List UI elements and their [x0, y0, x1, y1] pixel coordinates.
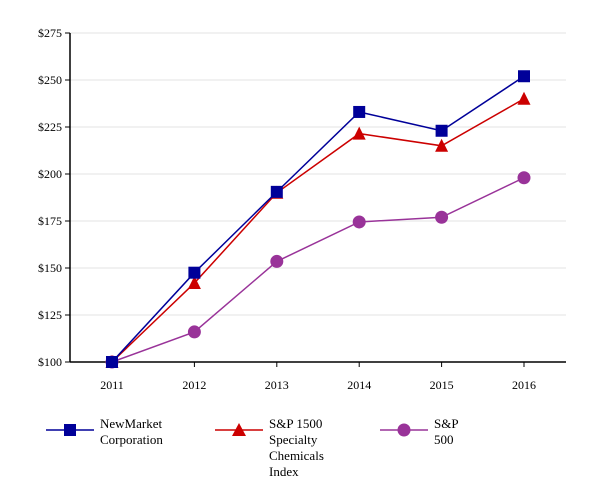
- x-tick-label: 2016: [512, 378, 536, 392]
- legend-label: S&P 500: [434, 416, 459, 447]
- data-point-circle: [352, 215, 366, 229]
- x-tick-label: 2012: [182, 378, 206, 392]
- circle-marker-icon: [380, 423, 428, 437]
- y-tick-label: $250: [38, 73, 62, 87]
- square-marker-icon: [46, 424, 94, 436]
- y-tick-label: $200: [38, 167, 62, 181]
- y-tick-label: $225: [38, 120, 62, 134]
- series-lines: [105, 70, 531, 369]
- y-tick-label: $150: [38, 261, 62, 275]
- data-point-square: [106, 356, 118, 368]
- y-tick-label: $125: [38, 308, 62, 322]
- legend-label: S&P 1500 Specialty Chemicals Index: [269, 416, 324, 479]
- axes: [65, 32, 566, 367]
- data-point-circle: [517, 171, 531, 185]
- data-point-square: [270, 185, 283, 198]
- data-point-triangle: [517, 91, 531, 105]
- data-point-circle: [270, 254, 284, 268]
- data-point-circle: [435, 210, 449, 224]
- data-point-triangle: [435, 138, 449, 152]
- data-point-square: [518, 70, 530, 83]
- x-tick-label: 2011: [100, 378, 124, 392]
- series-line: [111, 177, 525, 363]
- data-point-triangle: [187, 276, 201, 290]
- series-line: [111, 98, 525, 363]
- x-tick-label: 2013: [265, 378, 289, 392]
- legend: NewMarket Corporation S&P 1500 Specialty…: [0, 416, 598, 479]
- data-point-triangle: [352, 126, 366, 140]
- y-tick-label: $175: [38, 214, 62, 228]
- data-point-square: [353, 105, 366, 118]
- data-point-square: [435, 124, 448, 137]
- gridlines: [70, 32, 566, 316]
- tick-labels: $100 $125 $150 $175 $200 $225 $250 $275 2011 2012…: [38, 26, 536, 392]
- x-tick-label: 2014: [347, 378, 371, 392]
- y-tick-label: $100: [38, 355, 62, 369]
- series-line: [111, 75, 525, 363]
- data-point-square: [188, 266, 201, 279]
- data-point-circle: [187, 325, 201, 339]
- y-tick-label: $275: [38, 26, 62, 40]
- x-tick-label: 2015: [430, 378, 454, 392]
- legend-label: NewMarket Corporation: [100, 416, 163, 447]
- triangle-marker-icon: [215, 423, 263, 436]
